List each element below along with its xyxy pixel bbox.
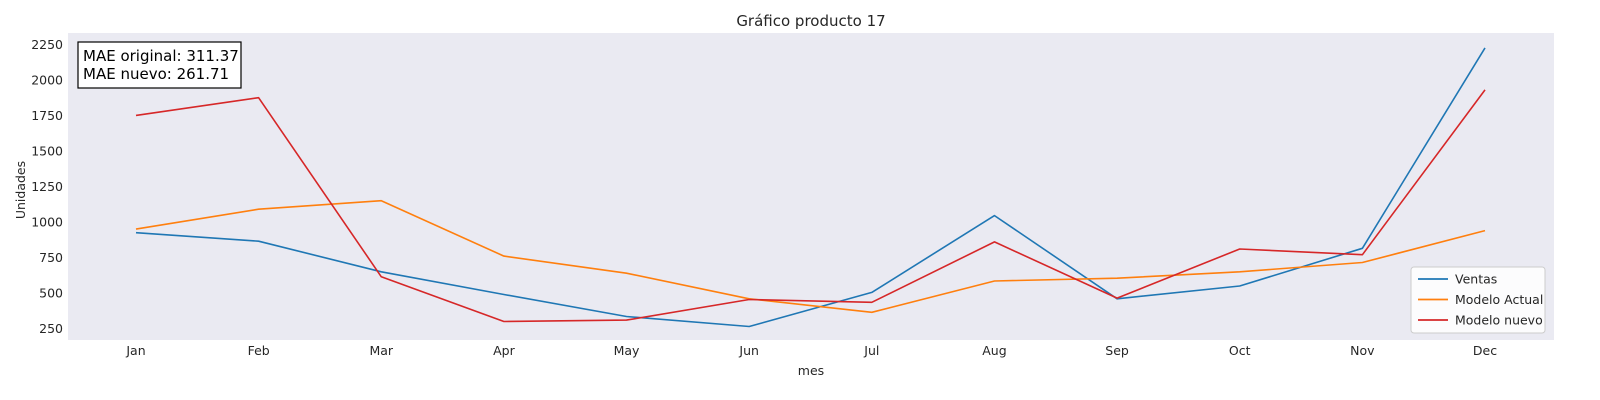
x-tick-labels: Jan Feb Mar Apr May Jun Jul Aug Sep Oct Nov Dec (125, 343, 1497, 358)
y-tick-label: 500 (39, 286, 63, 301)
series-line-modelo-actual (135, 199, 1486, 314)
y-tick-label: 250 (39, 321, 63, 336)
x-tick-label: Feb (248, 343, 270, 358)
y-tick-label: 2250 (31, 37, 63, 52)
x-tick-label: Nov (1350, 343, 1375, 358)
x-tick-label: Oct (1229, 343, 1251, 358)
annotation-box (77, 41, 242, 89)
legend-label-modelo-actual: Modelo Actual (1455, 292, 1543, 307)
x-tick-label: Jun (738, 343, 759, 358)
x-tick-label: May (614, 343, 640, 358)
x-axis-label: mes (798, 363, 824, 378)
y-tick-label: 750 (39, 250, 63, 265)
legend-label-ventas: Ventas (1455, 272, 1497, 287)
series-line-modelo-nuevo (135, 89, 1486, 323)
y-tick-labels: 250 500 750 1000 1250 1500 1750 2000 2250 (31, 37, 63, 336)
legend-label-modelo-nuevo: Modelo nuevo (1455, 313, 1543, 328)
y-tick-label: 1250 (31, 179, 63, 194)
x-tick-label: Aug (982, 343, 1006, 358)
x-tick-label: Apr (493, 343, 515, 358)
y-tick-label: 2000 (31, 72, 63, 87)
y-tick-label: 1500 (31, 143, 63, 158)
x-tick-label: Jul (863, 343, 879, 358)
y-tick-label: 1000 (31, 215, 63, 230)
plot-area (68, 33, 1554, 340)
y-axis-label: Unidades (13, 161, 28, 219)
mae-annotation: MAE original: 311.37 MAE nuevo: 261.71 (77, 41, 242, 89)
chart-title: Gráfico producto 17 (736, 12, 885, 30)
annotation-line-1: MAE original: 311.37 (83, 47, 239, 65)
x-tick-label: Dec (1473, 343, 1497, 358)
y-tick-label: 1750 (31, 108, 63, 123)
x-tick-label: Mar (369, 343, 393, 358)
annotation-line-2: MAE nuevo: 261.71 (83, 65, 229, 83)
series-lines (135, 47, 1486, 328)
x-tick-label: Sep (1105, 343, 1129, 358)
series-line-ventas (135, 47, 1486, 328)
legend-box (1410, 266, 1546, 334)
legend: Ventas Modelo Actual Modelo nuevo (1410, 266, 1546, 334)
x-tick-label: Jan (125, 343, 145, 358)
